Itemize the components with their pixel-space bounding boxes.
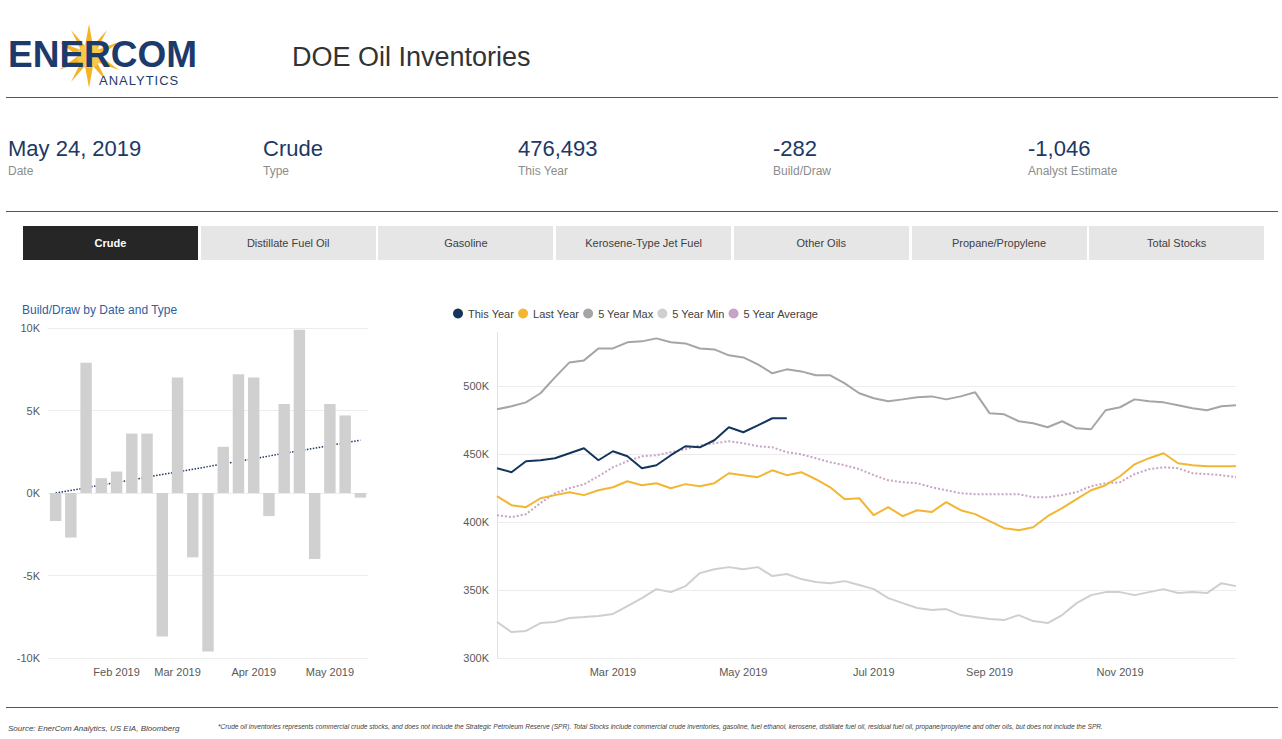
html-text:Analyst Estimate: Analyst Estimate [1028,164,1118,178]
svg-text:Build/Draw by Date and Type: Build/Draw by Date and Type [22,303,178,317]
html-text:476,493: 476,493 [518,136,598,161]
svg-text:10K: 10K [20,322,40,334]
html-text:Crude: Crude [263,136,323,161]
html-text:Kerosene-Type Jet Fuel: Kerosene-Type Jet Fuel [585,237,702,249]
html-text:Crude: Crude [94,237,127,249]
svg-text:Sep 2019: Sep 2019 [966,666,1013,678]
svg-text:Nov 2019: Nov 2019 [1097,666,1144,678]
html-text:ENERCOM: ENERCOM [8,34,198,75]
svg-text:Apr 2019: Apr 2019 [231,666,276,678]
html-text:DOE Oil Inventories: DOE Oil Inventories [292,42,531,72]
svg-text:Mar 2019: Mar 2019 [154,666,200,678]
svg-text:May 2019: May 2019 [719,666,767,678]
svg-text:350K: 350K [463,584,489,596]
html-text:Other Oils: Other Oils [796,237,846,249]
html-text:May 24, 2019: May 24, 2019 [8,136,142,161]
svg-text:300K: 300K [463,652,489,664]
html-text:Propane/Propylene: Propane/Propylene [951,237,1047,249]
svg-text:5K: 5K [27,405,41,417]
svg-text:-10K: -10K [17,652,41,664]
svg-text:May 2019: May 2019 [306,666,354,678]
html-text:ANALYTICS: ANALYTICS [99,73,180,88]
html-text:This Year: This Year [518,164,568,178]
svg-text:5 Year Average: 5 Year Average [744,308,818,320]
html-text:Gasoline: Gasoline [444,237,488,249]
html-text:Source: EnerCom Analytics, US: Source: EnerCom Analytics, US EIA, Bloom… [8,724,180,733]
html-text:Total Stocks: Total Stocks [1147,237,1207,249]
html-text:-282: -282 [773,136,817,161]
svg-text:Last Year: Last Year [533,308,579,320]
svg-text:500K: 500K [463,380,489,392]
svg-text:Mar 2019: Mar 2019 [590,666,636,678]
svg-text:-5K: -5K [23,570,41,582]
svg-text:450K: 450K [463,448,489,460]
svg-text:0K: 0K [27,487,41,499]
html-text:Type: Type [263,164,289,178]
html-text:*Crude oil inventories represe: *Crude oil inventories represents commer… [218,723,1103,730]
html-text:-1,046: -1,046 [1028,136,1091,161]
html-text:Distillate Fuel Oil: Distillate Fuel Oil [246,237,330,249]
html-text:Date: Date [8,164,34,178]
html-text:Build/Draw: Build/Draw [773,164,831,178]
svg-text:Feb 2019: Feb 2019 [93,666,139,678]
svg-text:400K: 400K [463,516,489,528]
svg-text:Jul 2019: Jul 2019 [853,666,895,678]
svg-text:This Year: This Year [468,308,514,320]
svg-text:5 Year Min: 5 Year Min [672,308,724,320]
svg-text:5 Year Max: 5 Year Max [598,308,654,320]
